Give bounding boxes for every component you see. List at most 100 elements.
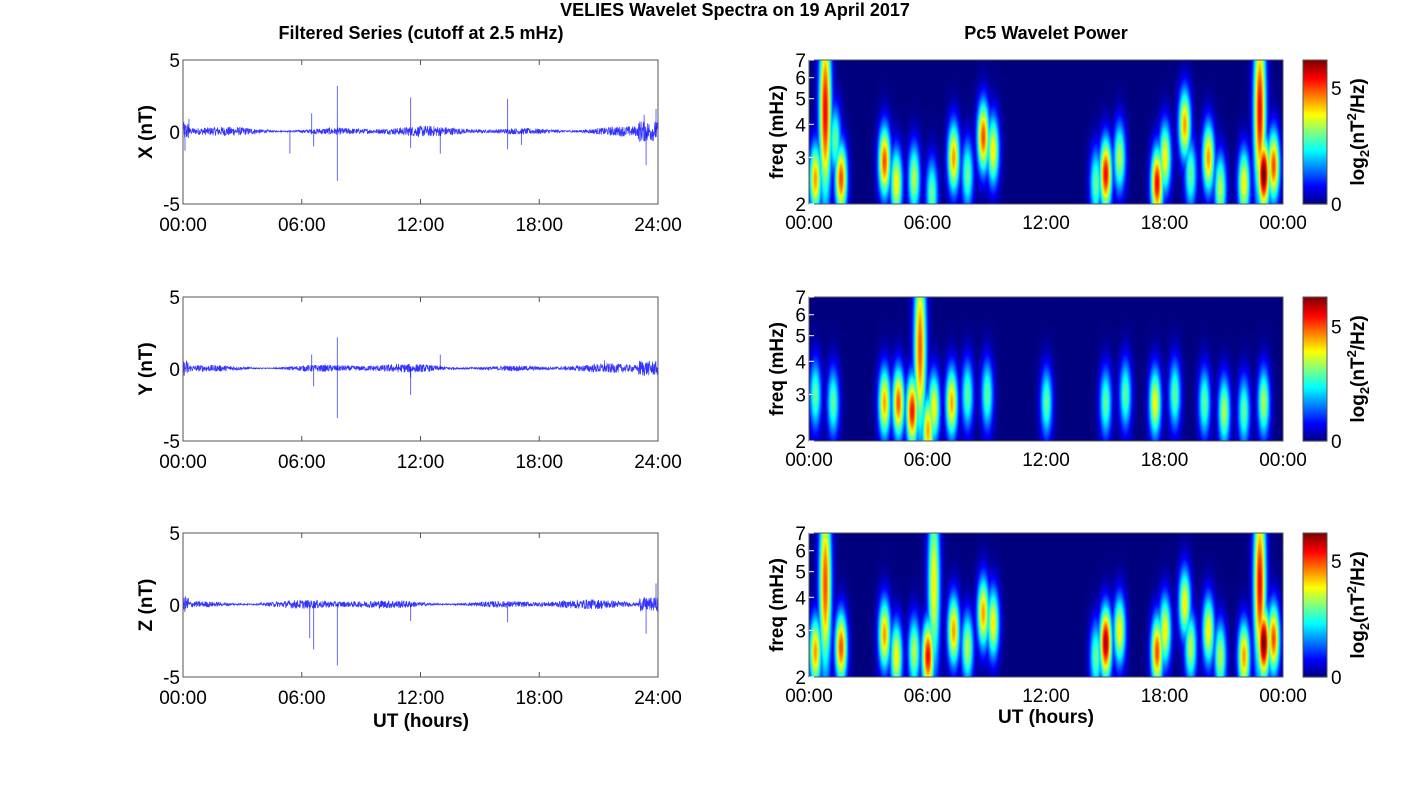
colorbar-box bbox=[1302, 296, 1328, 442]
colorbar-segment bbox=[1303, 159, 1327, 162]
y-axis-label: freq (mHz) bbox=[767, 85, 788, 179]
colorbar-segment bbox=[1303, 659, 1327, 662]
colorbar-segment bbox=[1303, 93, 1327, 97]
colorbar-segment bbox=[1303, 342, 1327, 345]
colorbar-segment bbox=[1303, 181, 1327, 185]
colorbar-segment bbox=[1303, 60, 1327, 63]
y-tick-label: -5 bbox=[163, 432, 180, 453]
y-tick-label: 2 bbox=[795, 432, 806, 453]
colorbar-segment bbox=[1303, 654, 1327, 658]
y-tick-label: 6 bbox=[795, 306, 806, 327]
colorbar-segment bbox=[1303, 317, 1327, 321]
x-tick-label: 06:00 bbox=[904, 450, 952, 471]
colorbar-segment bbox=[1303, 324, 1327, 327]
colorbar-segment bbox=[1303, 672, 1327, 676]
colorbar-segment bbox=[1303, 542, 1327, 545]
colorbar-segment bbox=[1303, 321, 1327, 325]
colorbar-segment bbox=[1303, 369, 1327, 372]
x-tick-label: 06:00 bbox=[278, 688, 326, 709]
y-tick-label: -5 bbox=[163, 668, 180, 689]
y-tick-label: 4 bbox=[795, 588, 806, 609]
colorbar-segment bbox=[1303, 335, 1327, 339]
colorbar-segment bbox=[1303, 600, 1327, 604]
colorbar-segment bbox=[1303, 337, 1327, 341]
colorbar-segment bbox=[1303, 625, 1327, 629]
colorbar-segment bbox=[1303, 587, 1327, 590]
colorbar-segment bbox=[1303, 102, 1327, 106]
colorbar-segment bbox=[1303, 380, 1327, 384]
series-line bbox=[182, 360, 659, 376]
colorbar-segment bbox=[1303, 391, 1327, 395]
y-tick-label: 0 bbox=[169, 596, 180, 617]
colorbar-segment bbox=[1303, 353, 1327, 357]
colorbar-segment bbox=[1303, 73, 1327, 77]
colorbar-segment bbox=[1303, 647, 1327, 651]
colorbar-segment bbox=[1303, 539, 1327, 543]
x-tick-label: 12:00 bbox=[397, 215, 445, 236]
timeseries-Z: 5 0 -500:00 06:00 12:00 18:00 24:00 Z (nT) bbox=[136, 524, 682, 709]
colorbar-segment bbox=[1303, 197, 1327, 201]
axes-box bbox=[808, 59, 1284, 205]
y-tick-label: 5 bbox=[795, 327, 806, 348]
colorbar-segment bbox=[1303, 362, 1327, 366]
colorbar-segment bbox=[1303, 152, 1327, 156]
y-tick-label: 5 bbox=[795, 90, 806, 111]
colorbar-segment bbox=[1303, 330, 1327, 334]
colorbar-segment bbox=[1303, 674, 1327, 678]
x-tick-label: 24:00 bbox=[634, 688, 682, 709]
colorbar-segment bbox=[1303, 609, 1327, 613]
colorbar-segment bbox=[1303, 645, 1327, 649]
colorbar-segment bbox=[1303, 100, 1327, 104]
colorbar-segment bbox=[1303, 544, 1327, 548]
colorbar-segment bbox=[1303, 416, 1327, 420]
series-line bbox=[182, 120, 659, 142]
colorbar-tick-label: 0 bbox=[1331, 668, 1342, 689]
colorbar-segment bbox=[1303, 319, 1327, 323]
x-tick-label: 00:00 bbox=[785, 686, 833, 707]
colorbar-segment bbox=[1303, 344, 1327, 348]
colorbar-tick-label: 5 bbox=[1331, 552, 1342, 573]
colorbar-segment bbox=[1303, 297, 1327, 300]
colorbar-segment bbox=[1303, 188, 1327, 192]
colorbar-segment bbox=[1303, 663, 1327, 667]
x-tick-label: 18:00 bbox=[515, 688, 563, 709]
colorbar-segment bbox=[1303, 665, 1327, 669]
timeseries-Y: 5 0 -500:00 06:00 12:00 18:00 24:00 Y (nT) bbox=[136, 288, 682, 473]
colorbar-segment bbox=[1303, 436, 1327, 440]
colorbar-segment bbox=[1303, 310, 1327, 314]
colorbar-segment bbox=[1303, 123, 1327, 126]
colorbar-segment bbox=[1303, 555, 1327, 559]
colorbar-segment bbox=[1303, 578, 1327, 581]
colorbar-segment bbox=[1303, 116, 1327, 120]
colorbar-segment bbox=[1303, 652, 1327, 656]
colorbar-segment bbox=[1303, 564, 1327, 568]
colorbar-segment bbox=[1303, 668, 1327, 671]
colorbar-segment bbox=[1303, 551, 1327, 554]
colorbar-segment bbox=[1303, 150, 1327, 153]
colorbar-segment bbox=[1303, 75, 1327, 79]
colorbar-segment bbox=[1303, 143, 1327, 147]
colorbar-segment bbox=[1303, 411, 1327, 415]
x-tick-label: 18:00 bbox=[1141, 450, 1189, 471]
x-tick-label: 00:00 bbox=[1259, 213, 1307, 234]
colorbar-segment bbox=[1303, 575, 1327, 579]
colorbar-segment bbox=[1303, 360, 1327, 363]
y-tick-label: 6 bbox=[795, 542, 806, 563]
colorbar-segment bbox=[1303, 537, 1327, 541]
colorbar-segment bbox=[1303, 623, 1327, 626]
x-tick-label: 00:00 bbox=[1259, 450, 1307, 471]
colorbar-segment bbox=[1303, 425, 1327, 429]
colorbar-segment bbox=[1303, 427, 1327, 431]
colorbar-segment bbox=[1303, 89, 1327, 93]
colorbar-segment bbox=[1303, 64, 1327, 68]
colorbar-segment bbox=[1303, 560, 1327, 563]
colorbar-segment bbox=[1303, 174, 1327, 178]
colorbar-segment bbox=[1303, 414, 1327, 417]
colorbar-segment bbox=[1303, 382, 1327, 386]
colorbar-segment bbox=[1303, 326, 1327, 330]
colorbar-segment bbox=[1303, 98, 1327, 102]
